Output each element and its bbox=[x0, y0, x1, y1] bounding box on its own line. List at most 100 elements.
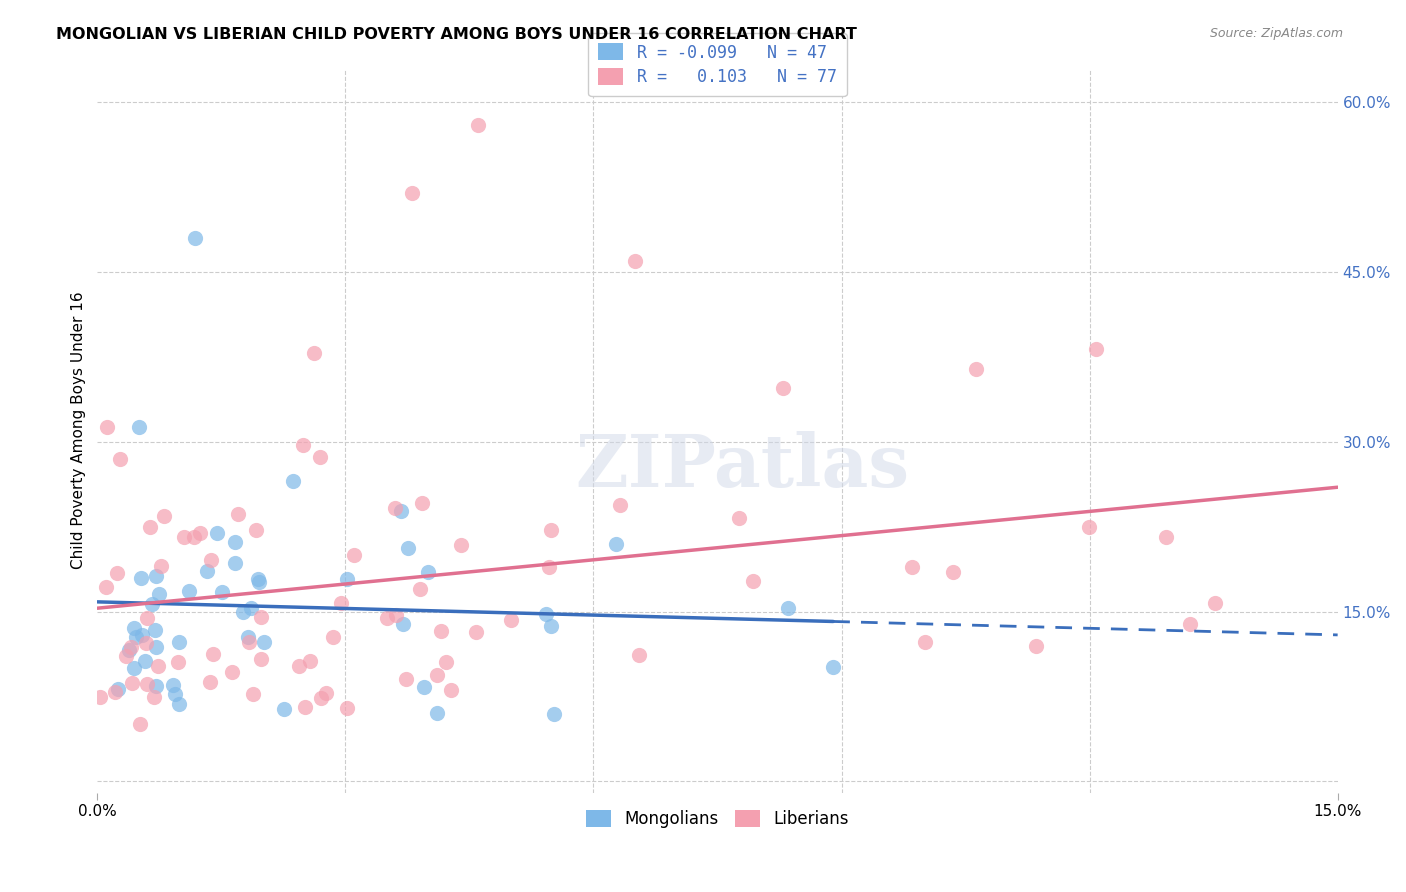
Point bbox=[239, 601, 262, 615]
Point bbox=[143, 690, 166, 705]
Point bbox=[107, 681, 129, 696]
Point bbox=[772, 381, 794, 395]
Point bbox=[292, 438, 315, 452]
Point bbox=[377, 610, 399, 624]
Point bbox=[195, 564, 218, 578]
Point bbox=[1154, 530, 1177, 544]
Point bbox=[540, 619, 562, 633]
Point bbox=[309, 450, 332, 465]
Point bbox=[540, 523, 562, 537]
Point bbox=[537, 560, 560, 574]
Point bbox=[440, 683, 463, 698]
Point bbox=[89, 690, 111, 704]
Point bbox=[221, 665, 243, 679]
Point bbox=[149, 559, 172, 574]
Point bbox=[143, 623, 166, 637]
Point bbox=[1025, 639, 1047, 653]
Point bbox=[125, 630, 148, 644]
Point bbox=[135, 610, 157, 624]
Point bbox=[965, 362, 987, 376]
Point bbox=[122, 621, 145, 635]
Point bbox=[605, 536, 627, 550]
Point bbox=[1178, 617, 1201, 632]
Text: Source: ZipAtlas.com: Source: ZipAtlas.com bbox=[1209, 27, 1343, 40]
Point bbox=[183, 530, 205, 544]
Point bbox=[343, 548, 366, 562]
Point bbox=[232, 606, 254, 620]
Point bbox=[409, 582, 432, 596]
Point bbox=[426, 668, 449, 682]
Point bbox=[253, 635, 276, 649]
Point bbox=[465, 624, 488, 639]
Point bbox=[288, 659, 311, 673]
Point bbox=[281, 474, 304, 488]
Point bbox=[166, 655, 188, 669]
Point bbox=[413, 680, 436, 694]
Point bbox=[115, 648, 138, 663]
Point bbox=[628, 648, 651, 662]
Point bbox=[120, 640, 142, 654]
Point bbox=[311, 690, 333, 705]
Point bbox=[148, 587, 170, 601]
Point bbox=[110, 451, 132, 466]
Point bbox=[543, 707, 565, 722]
Point bbox=[1204, 596, 1226, 610]
Point bbox=[395, 672, 418, 686]
Point bbox=[1085, 343, 1108, 357]
Point bbox=[145, 640, 167, 654]
Point bbox=[416, 565, 439, 579]
Point bbox=[152, 508, 174, 523]
Point bbox=[304, 346, 326, 360]
Point bbox=[129, 570, 152, 584]
Point bbox=[389, 503, 412, 517]
Point bbox=[250, 610, 273, 624]
Point bbox=[117, 643, 139, 657]
Point bbox=[450, 538, 472, 552]
Point bbox=[330, 596, 353, 610]
Point bbox=[121, 676, 143, 690]
Point bbox=[238, 634, 260, 648]
Point bbox=[242, 687, 264, 701]
Point bbox=[250, 652, 273, 666]
Point bbox=[226, 507, 249, 521]
Point bbox=[211, 584, 233, 599]
Point bbox=[624, 253, 647, 268]
Point bbox=[273, 701, 295, 715]
Point bbox=[1078, 519, 1101, 533]
Point bbox=[145, 679, 167, 693]
Text: ZIPatlas: ZIPatlas bbox=[575, 432, 910, 502]
Point bbox=[128, 419, 150, 434]
Point bbox=[198, 675, 221, 690]
Point bbox=[205, 525, 228, 540]
Point bbox=[184, 231, 207, 245]
Point bbox=[122, 661, 145, 675]
Point bbox=[135, 677, 157, 691]
Point bbox=[298, 654, 321, 668]
Point bbox=[823, 660, 845, 674]
Point bbox=[315, 686, 337, 700]
Point bbox=[145, 569, 167, 583]
Legend: Mongolians, Liberians: Mongolians, Liberians bbox=[579, 804, 856, 835]
Point bbox=[128, 716, 150, 731]
Point bbox=[609, 498, 631, 512]
Point bbox=[105, 566, 128, 580]
Point bbox=[942, 565, 965, 579]
Point bbox=[163, 687, 186, 701]
Point bbox=[401, 186, 423, 200]
Point bbox=[134, 653, 156, 667]
Point bbox=[247, 574, 270, 589]
Point bbox=[336, 700, 359, 714]
Point bbox=[900, 560, 922, 574]
Point bbox=[385, 608, 408, 623]
Point bbox=[162, 678, 184, 692]
Point bbox=[384, 500, 406, 515]
Point bbox=[434, 655, 457, 669]
Point bbox=[138, 520, 160, 534]
Point bbox=[141, 597, 163, 611]
Point bbox=[467, 118, 489, 132]
Point bbox=[411, 496, 433, 510]
Point bbox=[534, 607, 557, 621]
Point bbox=[430, 624, 453, 638]
Point bbox=[94, 580, 117, 594]
Point bbox=[398, 541, 420, 556]
